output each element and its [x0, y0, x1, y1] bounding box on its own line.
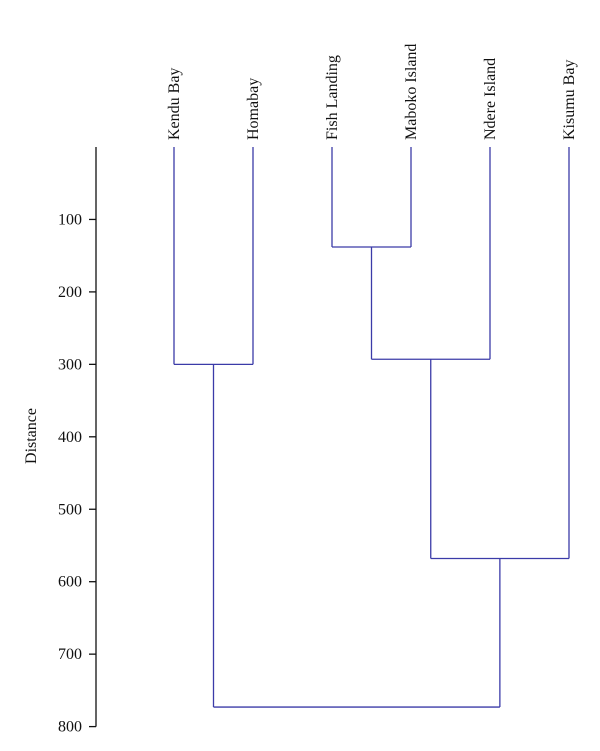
merge-link-4 [430, 147, 570, 560]
leaf-label-fish-landing: Fish Landing [324, 55, 341, 140]
y-tick-label-800: 800 [58, 719, 82, 736]
y-axis: 100 200 300 400 500 600 700 800 [58, 147, 97, 736]
y-tick-label-600: 600 [58, 574, 82, 591]
leaf-label-kisumu-bay: Kisumu Bay [561, 60, 578, 140]
merge-link-5 [212, 364, 501, 708]
leaf-label-ndere-island: Ndere Island [482, 58, 499, 140]
leaf-label-maboko-island: Maboko Island [403, 44, 420, 140]
leaf-label-homabay: Homabay [245, 78, 262, 140]
dendrogram-links [173, 147, 570, 708]
y-tick-label-100: 100 [58, 211, 82, 228]
y-tick-label-500: 500 [58, 501, 82, 518]
leaf-label-kendu-bay: Kendu Bay [166, 68, 183, 140]
y-tick-label-300: 300 [58, 356, 82, 373]
y-tick-label-400: 400 [58, 429, 82, 446]
y-tick-label-700: 700 [58, 646, 82, 663]
leaf-labels: Kendu Bay Homabay Fish Landing Maboko Islan… [166, 44, 578, 140]
merge-link-2 [370, 147, 491, 360]
merge-link-1 [331, 147, 412, 248]
y-tick-label-200: 200 [58, 284, 82, 301]
merge-link-3 [173, 147, 254, 366]
y-axis-title: Distance [23, 408, 40, 464]
